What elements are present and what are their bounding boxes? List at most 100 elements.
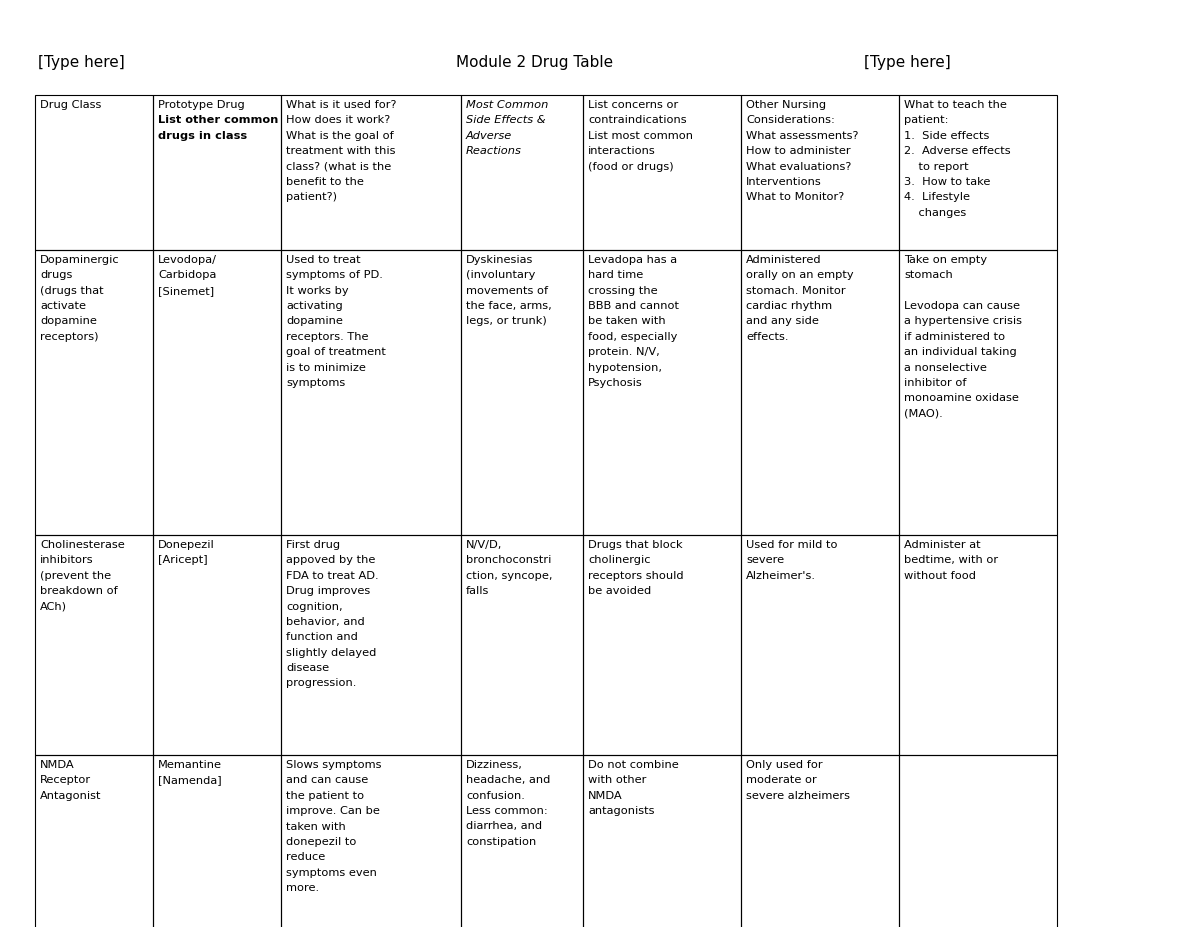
- Text: [Sinemet]: [Sinemet]: [158, 286, 214, 296]
- Text: Administered: Administered: [746, 255, 822, 265]
- Text: improve. Can be: improve. Can be: [286, 806, 380, 816]
- Text: How does it work?: How does it work?: [286, 115, 390, 125]
- Text: severe alzheimers: severe alzheimers: [746, 791, 850, 801]
- Text: moderate or: moderate or: [746, 775, 817, 785]
- Text: Used for mild to: Used for mild to: [746, 540, 838, 550]
- Text: (food or drugs): (food or drugs): [588, 161, 673, 171]
- Text: Memantine: Memantine: [158, 760, 222, 770]
- Text: Carbidopa: Carbidopa: [158, 271, 216, 280]
- Text: the face, arms,: the face, arms,: [466, 301, 552, 311]
- Text: Drug improves: Drug improves: [286, 586, 371, 596]
- Text: the patient to: the patient to: [286, 791, 364, 801]
- Text: headache, and: headache, and: [466, 775, 551, 785]
- Bar: [281, 535, 461, 755]
- Text: Module 2 Drug Table: Module 2 Drug Table: [456, 55, 613, 70]
- Text: disease: disease: [286, 663, 329, 673]
- Text: antagonists: antagonists: [588, 806, 654, 816]
- Text: hypotension,: hypotension,: [588, 362, 662, 373]
- Text: What to Monitor?: What to Monitor?: [746, 192, 845, 202]
- Text: Psychosis: Psychosis: [588, 378, 643, 388]
- Text: List concerns or: List concerns or: [588, 100, 678, 110]
- Text: What is the goal of: What is the goal of: [286, 131, 394, 141]
- Text: What evaluations?: What evaluations?: [746, 161, 851, 171]
- Bar: [583, 95, 742, 250]
- Text: List most common: List most common: [588, 131, 694, 141]
- Text: appoved by the: appoved by the: [286, 555, 376, 565]
- Text: Only used for: Only used for: [746, 760, 823, 770]
- Text: changes: changes: [904, 208, 966, 218]
- Text: a nonselective: a nonselective: [904, 362, 986, 373]
- Text: movements of: movements of: [466, 286, 548, 296]
- Bar: [461, 95, 583, 250]
- Text: be taken with: be taken with: [588, 316, 666, 326]
- Text: constipation: constipation: [466, 837, 536, 847]
- Text: N/V/D,: N/V/D,: [466, 540, 503, 550]
- Text: [Aricept]: [Aricept]: [158, 555, 208, 565]
- Text: (MAO).: (MAO).: [904, 409, 943, 419]
- Bar: [583, 250, 742, 535]
- Text: inhibitors: inhibitors: [40, 555, 94, 565]
- Text: (drugs that: (drugs that: [40, 286, 103, 296]
- Text: hard time: hard time: [588, 271, 643, 280]
- Text: reduce: reduce: [286, 852, 325, 862]
- Text: Used to treat: Used to treat: [286, 255, 361, 265]
- Text: to report: to report: [904, 161, 968, 171]
- Text: interactions: interactions: [588, 146, 655, 156]
- Text: if administered to: if administered to: [904, 332, 1006, 342]
- Bar: [461, 250, 583, 535]
- Text: Take on empty: Take on empty: [904, 255, 988, 265]
- Text: ACh): ACh): [40, 602, 67, 612]
- Text: Drug Class: Drug Class: [40, 100, 101, 110]
- Text: and can cause: and can cause: [286, 775, 368, 785]
- Text: receptors should: receptors should: [588, 571, 684, 580]
- Text: diarrhea, and: diarrhea, and: [466, 821, 542, 832]
- Text: Dyskinesias: Dyskinesias: [466, 255, 533, 265]
- Text: FDA to treat AD.: FDA to treat AD.: [286, 571, 379, 580]
- Bar: [899, 755, 1057, 927]
- Text: receptors. The: receptors. The: [286, 332, 368, 342]
- Text: more.: more.: [286, 883, 319, 893]
- Text: What is it used for?: What is it used for?: [286, 100, 396, 110]
- Text: bronchoconstri: bronchoconstri: [466, 555, 551, 565]
- Bar: [461, 755, 583, 927]
- Bar: [281, 250, 461, 535]
- Text: Side Effects &: Side Effects &: [466, 115, 546, 125]
- Text: symptoms even: symptoms even: [286, 868, 377, 878]
- Text: What to teach the: What to teach the: [904, 100, 1007, 110]
- Text: bedtime, with or: bedtime, with or: [904, 555, 998, 565]
- Text: cholinergic: cholinergic: [588, 555, 650, 565]
- Text: falls: falls: [466, 586, 490, 596]
- Text: 4.  Lifestyle: 4. Lifestyle: [904, 192, 970, 202]
- Bar: [583, 755, 742, 927]
- Text: slightly delayed: slightly delayed: [286, 648, 377, 657]
- Bar: [899, 535, 1057, 755]
- Text: Levodopa can cause: Levodopa can cause: [904, 301, 1020, 311]
- Text: stomach. Monitor: stomach. Monitor: [746, 286, 846, 296]
- Bar: [461, 535, 583, 755]
- Text: an individual taking: an individual taking: [904, 348, 1016, 357]
- Text: crossing the: crossing the: [588, 286, 658, 296]
- Text: 1.  Side effects: 1. Side effects: [904, 131, 989, 141]
- Text: legs, or trunk): legs, or trunk): [466, 316, 547, 326]
- Text: drugs: drugs: [40, 271, 72, 280]
- Text: First drug: First drug: [286, 540, 340, 550]
- Bar: [35, 95, 154, 250]
- Text: benefit to the: benefit to the: [286, 177, 364, 187]
- Text: drugs in class: drugs in class: [158, 131, 247, 141]
- Text: and any side: and any side: [746, 316, 818, 326]
- Bar: [35, 535, 154, 755]
- Text: Antagonist: Antagonist: [40, 791, 102, 801]
- Bar: [35, 250, 154, 535]
- Text: It works by: It works by: [286, 286, 349, 296]
- Text: Receptor: Receptor: [40, 775, 91, 785]
- Text: Drugs that block: Drugs that block: [588, 540, 683, 550]
- Text: confusion.: confusion.: [466, 791, 524, 801]
- Text: Less common:: Less common:: [466, 806, 547, 816]
- Bar: [899, 95, 1057, 250]
- Text: cognition,: cognition,: [286, 602, 343, 612]
- Bar: [742, 95, 899, 250]
- Bar: [154, 95, 281, 250]
- Bar: [154, 755, 281, 927]
- Text: Administer at: Administer at: [904, 540, 980, 550]
- Text: Adverse: Adverse: [466, 131, 512, 141]
